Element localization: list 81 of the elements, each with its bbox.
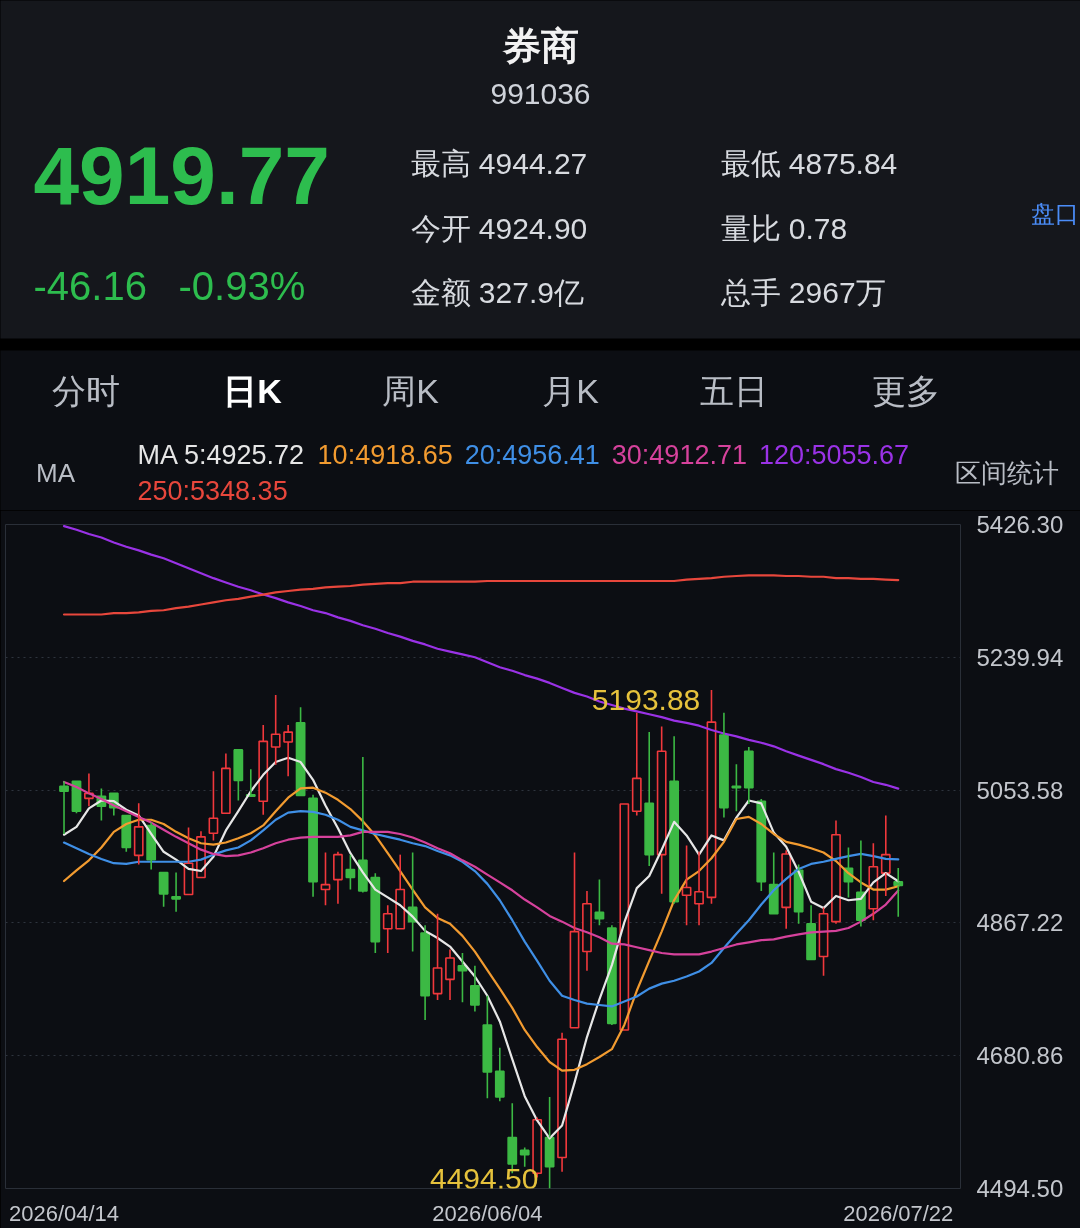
candlestick [594,878,605,926]
text: 五日 [699,371,768,410]
candlestick [220,752,231,815]
text: 金额 327.9亿 [410,276,584,309]
text: 20:4956.41 [464,439,600,470]
candlestick [420,924,431,1021]
text: 最高 4944.27 [410,147,588,180]
candlestick [569,851,580,1029]
line-series [62,574,900,616]
candlestick [768,851,779,915]
candlestick [893,867,904,918]
line-series [62,810,900,1008]
candlestick [806,904,816,961]
text: 量比 0.78 [720,212,848,245]
text: 最低 4875.84 [720,147,898,180]
candlestick [544,1096,555,1189]
candlestick [171,871,181,913]
candlestick [656,725,667,895]
text: 总手 2967万 [719,276,886,309]
candlestick [694,851,704,926]
candlestick [333,851,343,905]
text: 30:4912.71 [611,439,747,470]
text: -46.16 [33,263,147,308]
chart-subtitle: 991036 [490,76,591,110]
candlestick [743,746,754,805]
candlestick [494,1046,505,1103]
y-tick-label: 4867.22 [976,909,1064,937]
text: 4919.77 [33,130,330,221]
text: 120:5055.67 [758,439,910,470]
annotation: 4494.50 [429,1161,539,1195]
candlestick [519,1146,530,1168]
candlestick [582,890,592,972]
x-tick-label: 2026/06/04 [432,1200,543,1226]
candlestick [781,849,792,930]
candlestick [731,763,742,812]
text: 250:5348.35 [137,475,288,506]
candlestick [59,780,69,835]
text: 今开 4924.90 [410,212,588,245]
text: MA 5:4925.72 [137,439,305,470]
candlestick [432,912,443,1001]
annotation: 5193.88 [591,683,701,717]
candlestick [382,904,393,954]
text: 周K [382,371,440,410]
x-tick-label: 2026/04/14 [8,1200,120,1226]
candlestick [308,793,318,898]
candlestick [258,724,269,816]
line-series [62,780,900,956]
candlestick [470,965,480,1013]
text: 盘口 [1030,200,1079,227]
candlestick [370,872,381,954]
candlestick [270,694,281,766]
text: 月K [542,371,600,410]
text: 10:4918.65 [317,439,453,470]
y-tick-label: 4494.50 [976,1175,1064,1202]
chart-title: 券商 [501,24,579,67]
y-tick-label: 5239.94 [976,643,1064,671]
text: 日K [223,371,283,410]
text: 更多 [871,371,940,410]
candlestick [482,994,493,1100]
candlestick [445,948,455,1001]
text: MA [36,457,76,488]
candlestick [669,735,680,905]
x-tick-label: 2026/07/22 [843,1200,954,1226]
candlestick [133,802,144,866]
y-tick-label: 4680.86 [976,1042,1064,1070]
candlestick [557,1032,567,1173]
candlestick [283,724,294,778]
y-tick-label: 5426.30 [976,511,1064,538]
candlestick [395,853,406,930]
line-series [62,525,900,790]
text: -0.93% [178,263,306,308]
candlestick [831,819,841,925]
text: 区间统计 [954,457,1059,488]
y-tick-label: 5053.58 [976,776,1064,804]
candlestick [345,853,356,891]
candlestick [631,712,642,817]
candlestick [121,814,132,853]
candlestick [719,712,729,819]
candlestick [644,731,655,867]
text: 分时 [51,371,120,410]
candlestick [756,798,767,892]
